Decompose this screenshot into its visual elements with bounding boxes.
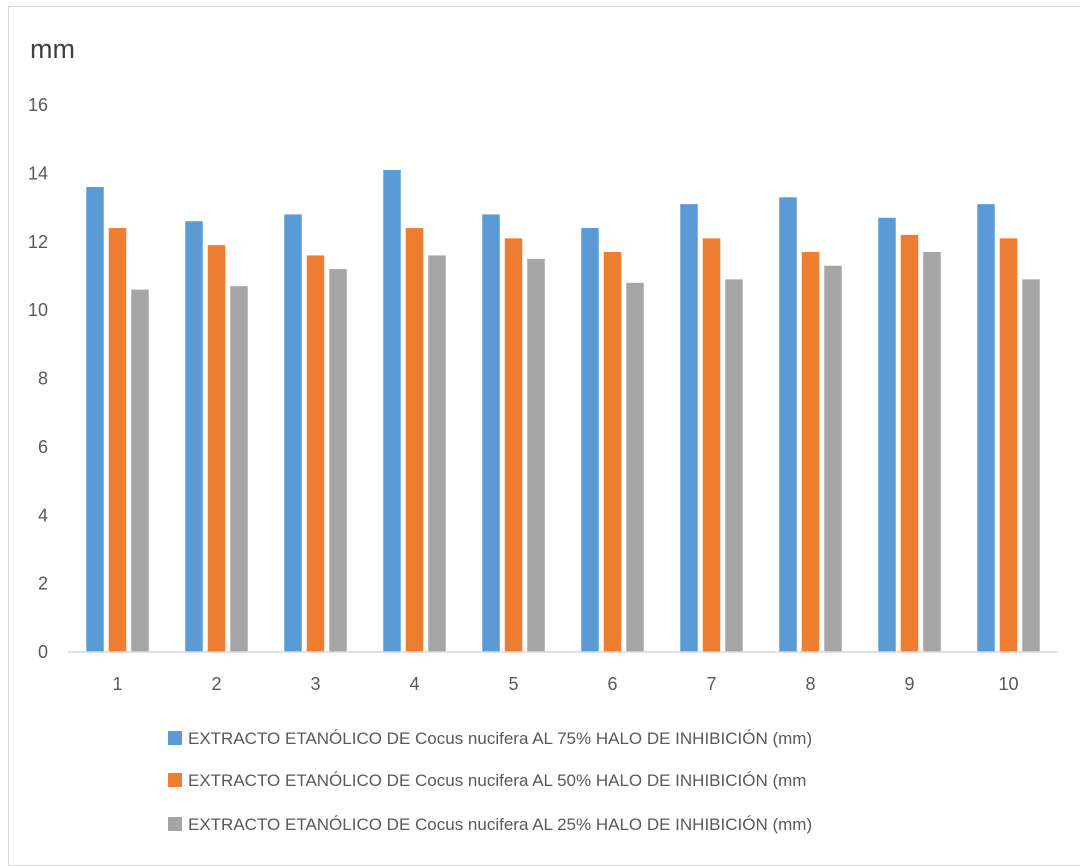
- x-tick-label: 1: [112, 674, 122, 694]
- y-axis-ticks: 0 2 4 6 8 10 12 14 16: [28, 95, 48, 662]
- y-tick-label: 8: [38, 369, 48, 389]
- bar-series-3-cat-4: [428, 255, 446, 653]
- x-tick-label: 9: [904, 674, 914, 694]
- x-tick-label: 3: [310, 674, 320, 694]
- legend-swatch-1: [168, 731, 182, 745]
- bar-series-2-cat-9: [900, 234, 919, 652]
- bar-series-3-cat-6: [626, 282, 644, 652]
- x-tick-label: 5: [508, 674, 518, 694]
- bar-series-1-cat-4: [383, 169, 401, 653]
- y-tick-label: 0: [38, 642, 48, 662]
- x-tick-label: 8: [805, 674, 815, 694]
- x-tick-label: 7: [706, 674, 716, 694]
- legend-swatch-3: [168, 817, 182, 831]
- x-axis-ticks: 1 2 3 4 5 6 7 8 9 10: [112, 674, 1018, 694]
- bar-series-2-cat-3: [306, 255, 325, 653]
- y-tick-label: 2: [38, 574, 48, 594]
- y-axis-unit-label: mm: [30, 34, 75, 64]
- legend-label-1: EXTRACTO ETANÓLICO DE Cocus nucifera AL …: [188, 729, 812, 748]
- bar-series-3-cat-7: [725, 279, 743, 652]
- y-tick-label: 4: [38, 505, 48, 525]
- y-tick-label: 6: [38, 437, 48, 457]
- bar-series-3-cat-3: [329, 269, 347, 652]
- legend-label-2: EXTRACTO ETANÓLICO DE Cocus nucifera AL …: [188, 771, 806, 790]
- x-tick-label: 4: [409, 674, 419, 694]
- bar-series-1-cat-7: [680, 204, 698, 653]
- bar-series-2-cat-10: [999, 238, 1018, 653]
- bar-series-2-cat-5: [504, 238, 523, 653]
- y-tick-label: 16: [28, 95, 48, 115]
- x-tick-label: 10: [998, 674, 1018, 694]
- bar-series-1-cat-6: [581, 228, 599, 652]
- bar-series-2-cat-1: [108, 228, 127, 652]
- bars: [86, 169, 1040, 653]
- bar-series-3-cat-2: [230, 286, 248, 652]
- bar-series-2-cat-2: [207, 245, 226, 652]
- x-tick-label: 6: [607, 674, 617, 694]
- bar-series-3-cat-10: [1022, 279, 1040, 652]
- bar-series-1-cat-5: [482, 214, 500, 652]
- bar-series-2-cat-8: [801, 252, 820, 652]
- bar-series-1-cat-3: [284, 214, 302, 652]
- legend: EXTRACTO ETANÓLICO DE Cocus nucifera AL …: [168, 729, 812, 834]
- bar-series-3-cat-8: [824, 265, 842, 652]
- bar-series-2-cat-7: [702, 238, 721, 653]
- x-tick-label: 2: [211, 674, 221, 694]
- bar-series-1-cat-10: [977, 204, 995, 653]
- bar-series-3-cat-9: [923, 252, 941, 652]
- bar-series-1-cat-9: [878, 217, 896, 652]
- y-tick-label: 14: [28, 163, 48, 183]
- legend-label-3: EXTRACTO ETANÓLICO DE Cocus nucifera AL …: [188, 815, 812, 834]
- bar-series-3-cat-1: [131, 289, 149, 652]
- y-tick-label: 10: [28, 300, 48, 320]
- legend-swatch-2: [168, 773, 182, 787]
- bar-series-2-cat-6: [603, 252, 622, 652]
- bar-series-2-cat-4: [405, 228, 424, 652]
- bar-series-1-cat-2: [185, 221, 203, 653]
- y-tick-label: 12: [28, 232, 48, 252]
- bar-series-1-cat-8: [779, 197, 797, 652]
- bar-series-1-cat-1: [86, 187, 104, 653]
- bar-series-3-cat-5: [527, 258, 545, 652]
